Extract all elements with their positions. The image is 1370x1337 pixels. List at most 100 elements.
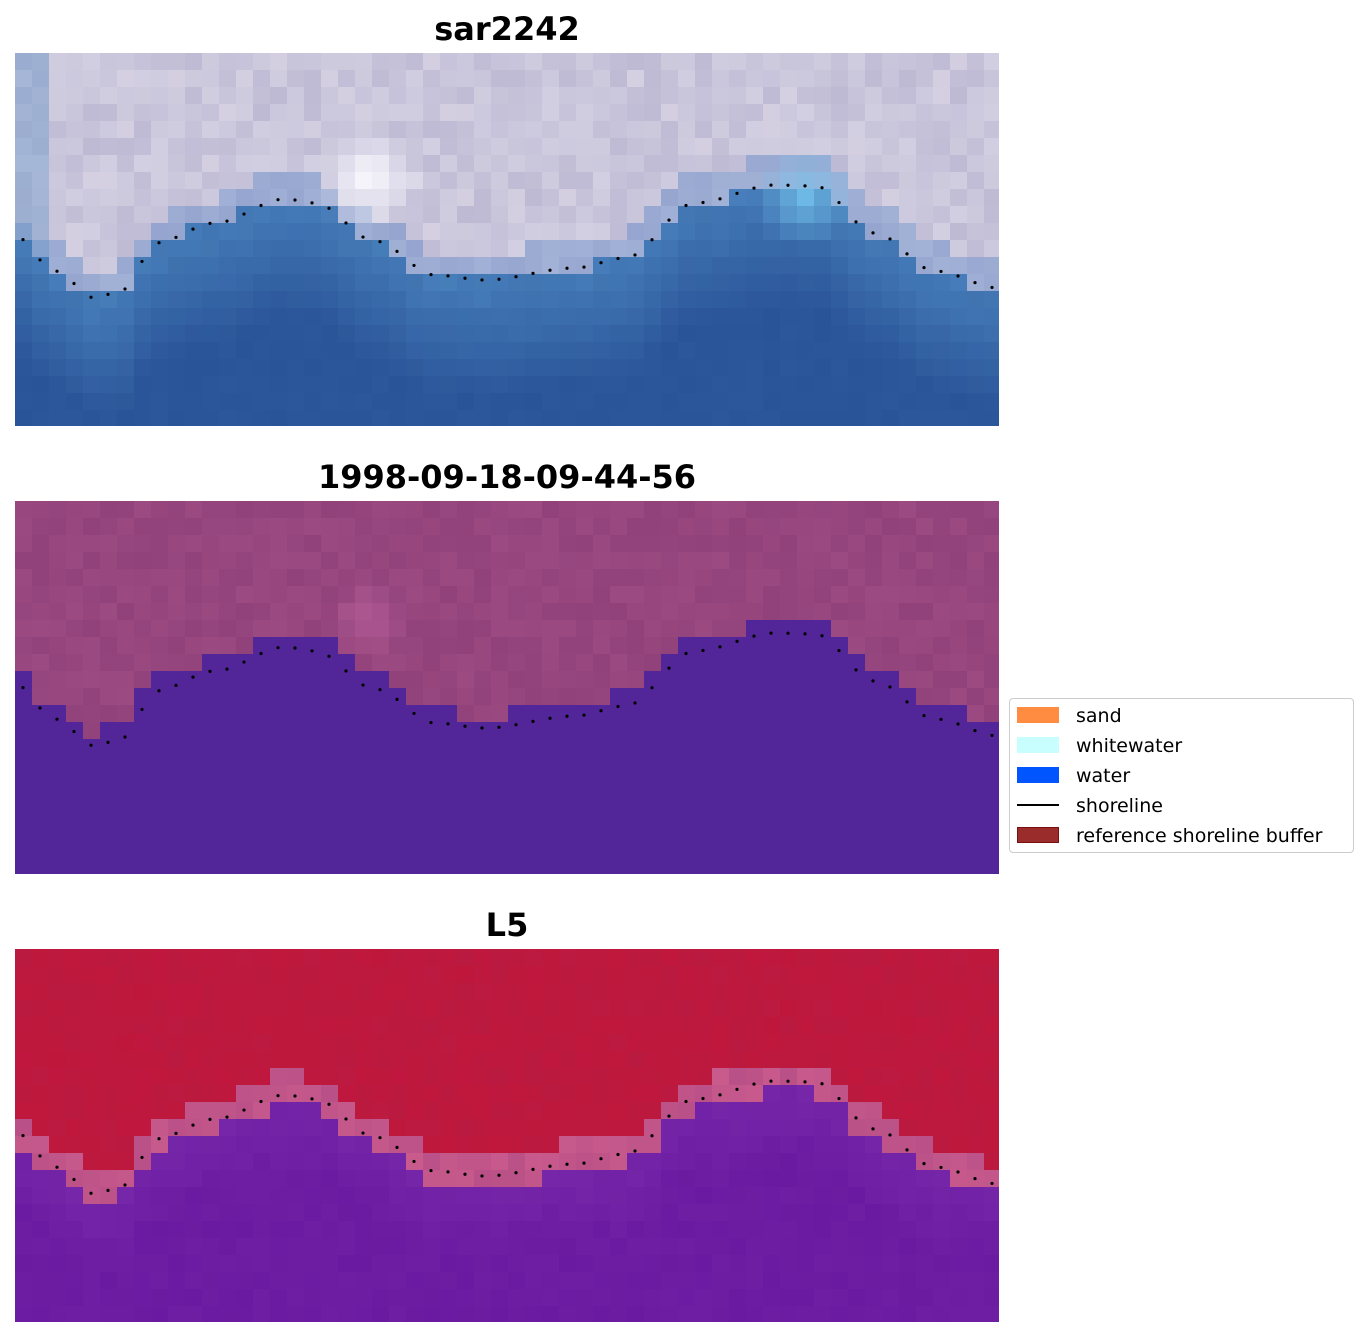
raster-pixel	[559, 1238, 576, 1255]
raster-pixel	[576, 87, 593, 104]
raster-pixel	[355, 172, 372, 189]
raster-pixel	[389, 1306, 406, 1322]
raster-pixel	[66, 1204, 83, 1221]
raster-pixel	[338, 155, 355, 172]
raster-pixel	[933, 1187, 950, 1204]
raster-pixel	[168, 569, 185, 586]
raster-pixel	[712, 87, 729, 104]
raster-pixel	[440, 654, 457, 671]
raster-pixel	[627, 1238, 644, 1255]
raster-pixel	[576, 1119, 593, 1136]
raster-pixel	[610, 189, 627, 206]
raster-pixel	[355, 410, 372, 426]
raster-pixel	[525, 983, 542, 1000]
raster-pixel	[219, 1136, 236, 1153]
raster-pixel	[117, 1272, 134, 1289]
raster-pixel	[984, 569, 999, 586]
raster-pixel	[134, 87, 151, 104]
shoreline-point	[718, 197, 722, 201]
raster-pixel	[899, 756, 916, 773]
raster-pixel	[100, 983, 117, 1000]
raster-pixel	[202, 637, 219, 654]
raster-pixel	[389, 637, 406, 654]
raster-pixel	[763, 291, 780, 308]
raster-pixel	[967, 807, 984, 824]
raster-pixel	[287, 773, 304, 790]
raster-pixel	[100, 569, 117, 586]
raster-pixel	[15, 949, 32, 966]
raster-pixel	[236, 841, 253, 858]
raster-pixel	[236, 620, 253, 637]
raster-pixel	[15, 155, 32, 172]
raster-pixel	[763, 739, 780, 756]
shoreline-point	[242, 212, 246, 216]
raster-pixel	[729, 552, 746, 569]
raster-pixel	[134, 501, 151, 518]
raster-pixel	[457, 1119, 474, 1136]
raster-pixel	[984, 274, 999, 291]
raster-pixel	[406, 654, 423, 671]
raster-pixel	[763, 87, 780, 104]
raster-pixel	[559, 308, 576, 325]
raster-pixel	[83, 121, 100, 138]
raster-pixel	[491, 1255, 508, 1272]
raster-pixel	[270, 756, 287, 773]
raster-pixel	[100, 688, 117, 705]
raster-pixel	[814, 1017, 831, 1034]
raster-pixel	[610, 223, 627, 240]
raster-pixel	[933, 376, 950, 393]
raster-pixel	[984, 966, 999, 983]
raster-pixel	[933, 291, 950, 308]
raster-pixel	[780, 155, 797, 172]
raster-pixel	[440, 1102, 457, 1119]
raster-pixel	[389, 705, 406, 722]
raster-pixel	[933, 1221, 950, 1238]
shoreline-point	[106, 1188, 110, 1192]
shoreline-point	[259, 203, 263, 208]
raster-pixel	[984, 393, 999, 410]
raster-pixel	[661, 637, 678, 654]
raster-pixel	[117, 756, 134, 773]
raster-pixel	[712, 376, 729, 393]
raster-pixel	[933, 1068, 950, 1085]
raster-pixel	[763, 586, 780, 603]
raster-pixel	[525, 240, 542, 257]
raster-pixel	[678, 535, 695, 552]
raster-pixel	[49, 705, 66, 722]
raster-pixel	[967, 121, 984, 138]
raster-pixel	[916, 569, 933, 586]
raster-pixel	[933, 552, 950, 569]
raster-pixel	[100, 1000, 117, 1017]
raster-pixel	[270, 1034, 287, 1051]
raster-pixel	[542, 1289, 559, 1306]
raster-pixel	[440, 1306, 457, 1322]
raster-pixel	[508, 138, 525, 155]
raster-pixel	[406, 569, 423, 586]
raster-pixel	[695, 1221, 712, 1238]
raster-pixel	[372, 966, 389, 983]
raster-pixel	[797, 722, 814, 739]
raster-pixel	[695, 155, 712, 172]
shoreline-point	[514, 723, 518, 727]
raster-pixel	[644, 518, 661, 535]
raster-pixel	[270, 1221, 287, 1238]
raster-pixel	[644, 189, 661, 206]
raster-pixel	[270, 1153, 287, 1170]
raster-pixel	[15, 359, 32, 376]
raster-pixel	[984, 342, 999, 359]
raster-pixel	[100, 1085, 117, 1102]
raster-pixel	[355, 949, 372, 966]
raster-pixel	[321, 603, 338, 620]
raster-pixel	[797, 569, 814, 586]
raster-pixel	[967, 654, 984, 671]
raster-pixel	[559, 53, 576, 70]
raster-pixel	[712, 1306, 729, 1322]
raster-pixel	[695, 223, 712, 240]
shoreline-point	[990, 285, 994, 290]
raster-pixel	[593, 773, 610, 790]
raster-pixel	[661, 393, 678, 410]
raster-pixel	[202, 172, 219, 189]
raster-pixel	[780, 858, 797, 874]
raster-pixel	[899, 53, 916, 70]
raster-pixel	[202, 155, 219, 172]
